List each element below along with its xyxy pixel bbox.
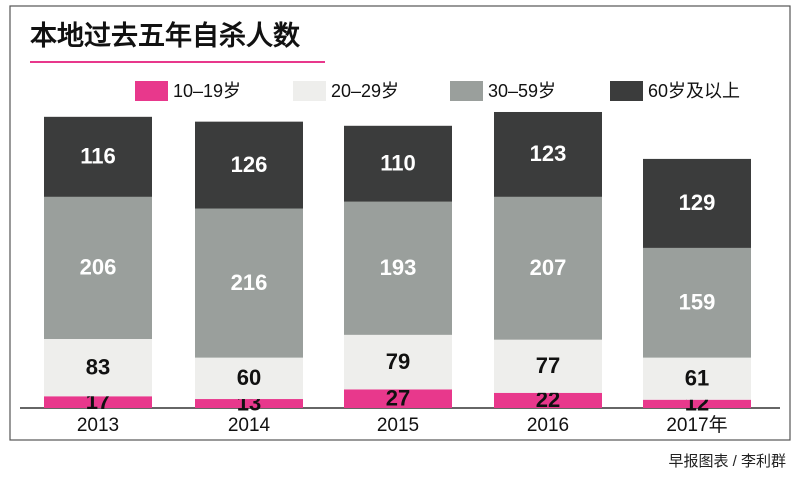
- bar-segment: [643, 158, 751, 248]
- bar-segment: [195, 399, 303, 408]
- value-label: 27: [386, 385, 410, 410]
- value-label: 207: [530, 255, 567, 280]
- source: 早报图表 / 李利群: [668, 453, 786, 470]
- legend-swatch: [135, 81, 168, 101]
- bar-segment: [494, 339, 602, 393]
- bar-segment: [643, 247, 751, 358]
- x-tick-label: 2016: [527, 415, 569, 436]
- bar-segment: [494, 111, 602, 197]
- bar-segment: [195, 121, 303, 209]
- legend-label: 30–59岁: [488, 81, 556, 101]
- value-label: 77: [536, 353, 560, 378]
- value-label: 123: [530, 141, 567, 166]
- legend-swatch: [450, 81, 483, 101]
- bar-segment: [344, 201, 452, 335]
- legend-label: 20–29岁: [331, 81, 399, 101]
- chart-title: 本地过去五年自杀人数: [30, 20, 301, 51]
- value-label: 129: [679, 190, 716, 215]
- x-tick-label: 2013: [77, 415, 119, 436]
- bar-segment: [344, 125, 452, 202]
- bar-segment: [195, 208, 303, 358]
- value-label: 79: [386, 349, 410, 374]
- value-label: 159: [679, 290, 716, 315]
- value-label: 60: [237, 365, 261, 390]
- bar-segment: [344, 334, 452, 390]
- x-tick-label: 2015: [377, 415, 419, 436]
- legend-label: 10–19岁: [173, 81, 241, 101]
- bar-segment: [344, 389, 452, 408]
- x-tick-label: 2017年: [666, 414, 727, 436]
- legend-swatch: [293, 81, 326, 101]
- value-label: 216: [231, 270, 268, 295]
- value-label: 206: [80, 255, 117, 280]
- value-label: 110: [380, 151, 416, 176]
- bar-segment: [195, 357, 303, 400]
- value-label: 116: [80, 144, 116, 169]
- value-label: 126: [231, 152, 268, 177]
- bar-segment: [44, 339, 152, 397]
- bar-segment: [44, 116, 152, 197]
- bar-segment: [44, 196, 152, 339]
- value-label: 83: [86, 354, 110, 379]
- value-label: 61: [685, 365, 709, 390]
- legend-label: 60岁及以上: [648, 81, 740, 101]
- bar-segment: [494, 196, 602, 340]
- legend-swatch: [610, 81, 643, 101]
- frame: [9, 5, 791, 441]
- x-tick-label: 2014: [228, 415, 271, 436]
- value-label: 193: [380, 255, 417, 280]
- bar-segment: [643, 399, 751, 408]
- bar-segment: [643, 357, 751, 400]
- bar-segment: [494, 392, 602, 408]
- bar-segment: [44, 396, 152, 408]
